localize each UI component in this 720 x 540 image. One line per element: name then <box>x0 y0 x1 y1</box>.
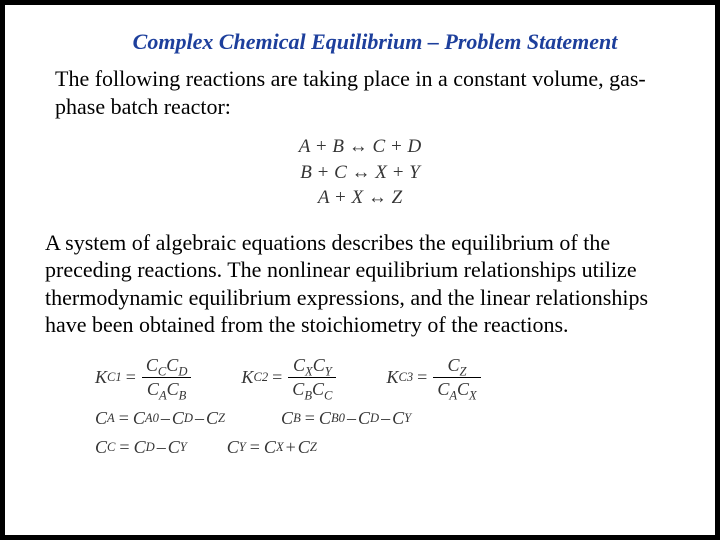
reactions-block: A + B ↔ C + D B + C ↔ X + Y A + X ↔ Z <box>45 134 675 211</box>
eq-kc2: KC2 = CXCY CBCC <box>241 355 338 400</box>
eq-cb: CB = CB0 – CD – CY <box>281 408 411 429</box>
reaction-2: B + C ↔ X + Y <box>300 162 420 183</box>
sym-k: K <box>386 367 398 388</box>
r3-right: Z <box>392 187 403 208</box>
eq-ca: CA = CA0 – CD – CZ <box>95 408 225 429</box>
sym-k: K <box>95 367 107 388</box>
sym-k: K <box>241 367 253 388</box>
eq-kc1: KC1 = CCCD CACB <box>95 355 193 400</box>
reaction-3: A + X ↔ Z <box>318 187 402 208</box>
eq-cc: CC = CD – CY <box>95 437 187 458</box>
slide-title: Complex Chemical Equilibrium – Problem S… <box>45 29 675 55</box>
eq-row-3: CC = CD – CY CY = CX + CZ <box>95 437 675 458</box>
arrow-icon: ↔ <box>352 162 371 183</box>
r2-right: X + Y <box>375 162 420 183</box>
eq-kc3: KC3 = CZ CACX <box>386 355 482 400</box>
arrow-icon: ↔ <box>349 136 368 157</box>
eq-row-1: KC1 = CCCD CACB KC2 = CXCY CBCC KC3 <box>95 355 675 400</box>
r1-left: A + B <box>299 136 344 157</box>
slide-frame: Complex Chemical Equilibrium – Problem S… <box>0 0 720 540</box>
r3-left: A + X <box>318 187 363 208</box>
reaction-1: A + B ↔ C + D <box>299 136 421 157</box>
arrow-icon: ↔ <box>368 187 387 208</box>
intro-paragraph: The following reactions are taking place… <box>45 65 675 120</box>
eq-row-2: CA = CA0 – CD – CZ CB = CB0 – CD – CY <box>95 408 675 429</box>
description-paragraph: A system of algebraic equations describe… <box>45 229 675 339</box>
r2-left: B + C <box>300 162 347 183</box>
eq-cy: CY = CX + CZ <box>227 437 317 458</box>
equations-block: KC1 = CCCD CACB KC2 = CXCY CBCC KC3 <box>45 355 675 458</box>
r1-right: C + D <box>372 136 421 157</box>
